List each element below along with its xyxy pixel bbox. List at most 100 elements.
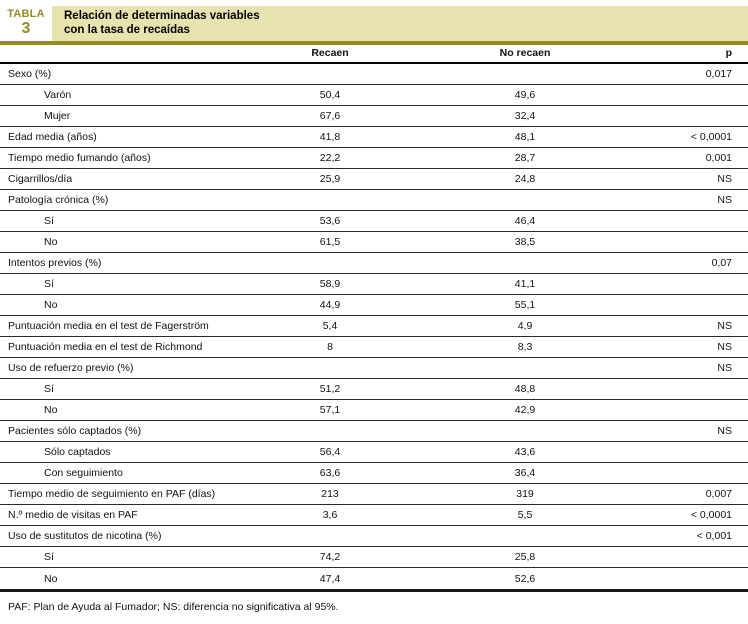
cell-label: Tiempo medio de seguimiento en PAF (días…	[8, 488, 216, 500]
table-row: Sí 53,6 46,4	[0, 211, 748, 232]
table-row: Sí 51,2 48,8	[0, 379, 748, 400]
table-row: Puntuación media en el test de Fagerströ…	[0, 316, 748, 337]
cell-label: Cigarrillos/día	[8, 173, 73, 185]
cell-no-recaen: 28,7	[514, 152, 536, 164]
cell-no-recaen: 55,1	[514, 299, 536, 311]
table-row: Patología crónica (%) NS	[0, 190, 748, 211]
cell-p: < 0,0001	[690, 131, 732, 143]
cell-no-recaen: 4,9	[517, 320, 533, 332]
table-row: Sexo (%) 0,017	[0, 64, 748, 85]
paper-table-page: TABLA 3 Relación de determinadas variabl…	[0, 6, 748, 624]
table-row: No 57,1 42,9	[0, 400, 748, 421]
table-number-badge: TABLA 3	[0, 6, 52, 41]
column-header-label	[0, 59, 230, 62]
cell-recaen: 74,2	[319, 551, 341, 563]
cell-label: Uso de refuerzo previo (%)	[8, 362, 134, 374]
cell-label: N.º medio de visitas en PAF	[8, 509, 138, 521]
cell-no-recaen: 319	[516, 488, 534, 500]
table-row: Sí 74,2 25,8	[0, 547, 748, 568]
cell-no-recaen: 41,1	[514, 278, 536, 290]
table-row: Tiempo medio fumando (años) 22,2 28,7 0,001	[0, 148, 748, 169]
cell-no-recaen: 43,6	[514, 446, 536, 458]
table-row: Puntuación media en el test de Richmond 8…	[0, 337, 748, 358]
cell-p: 0,001	[705, 152, 732, 164]
cell-label: Puntuación media en el test de Richmond	[8, 341, 203, 353]
cell-recaen: 41,8	[319, 131, 341, 143]
cell-label: Sí	[44, 278, 54, 290]
cell-recaen: 25,9	[319, 173, 341, 185]
cell-no-recaen: 48,1	[514, 131, 536, 143]
cell-p: < 0,001	[696, 530, 732, 542]
cell-label: Tiempo medio fumando (años)	[8, 152, 151, 164]
cell-p: NS	[717, 341, 732, 353]
cell-p: NS	[717, 362, 732, 374]
cell-no-recaen: 36,4	[514, 467, 536, 479]
table-title-band: Relación de determinadas variables con l…	[52, 6, 748, 41]
cell-recaen: 44,9	[319, 299, 341, 311]
table-row: No 44,9 55,1	[0, 295, 748, 316]
table-row: Uso de sustitutos de nicotina (%) < 0,001	[0, 526, 748, 547]
cell-recaen: 67,6	[319, 110, 341, 122]
table-footnote: PAF: Plan de Ayuda al Fumador; NS: difer…	[8, 601, 339, 613]
table-bottom-rule	[0, 589, 748, 592]
table-body: Sexo (%) 0,017 Varón 50,4 49,6 Mujer 67,6 32,4 E…	[0, 64, 748, 589]
cell-label: Sí	[44, 215, 54, 227]
header-divider-rule	[0, 41, 748, 45]
table-badge-word: TABLA	[7, 8, 45, 20]
cell-p: NS	[717, 425, 732, 437]
cell-no-recaen: 48,8	[514, 383, 536, 395]
table-row: Sólo captados 56,4 43,6	[0, 442, 748, 463]
cell-label: No	[44, 572, 58, 585]
cell-label: Pacientes sólo captados (%)	[8, 425, 142, 437]
cell-p: 0,07	[711, 257, 732, 269]
cell-no-recaen: 49,6	[514, 89, 536, 101]
cell-no-recaen: 42,9	[514, 404, 536, 416]
cell-no-recaen: 32,4	[514, 110, 536, 122]
column-header-recaen: Recaen	[311, 47, 349, 59]
cell-no-recaen: 38,5	[514, 236, 536, 248]
table-row: Varón 50,4 49,6	[0, 85, 748, 106]
table-row: Edad media (años) 41,8 48,1 < 0,0001	[0, 127, 748, 148]
cell-label: Uso de sustitutos de nicotina (%)	[8, 530, 162, 542]
column-header-p: p	[725, 47, 732, 59]
cell-label: Intentos previos (%)	[8, 257, 102, 269]
cell-no-recaen: 52,6	[514, 572, 536, 585]
cell-no-recaen: 5,5	[517, 509, 533, 521]
table-row: Cigarrillos/día 25,9 24,8 NS	[0, 169, 748, 190]
cell-recaen: 51,2	[319, 383, 341, 395]
cell-label: No	[44, 236, 58, 248]
cell-label: Patología crónica (%)	[8, 194, 109, 206]
cell-recaen: 61,5	[319, 236, 341, 248]
table-badge-number: 3	[21, 20, 31, 37]
cell-label: Sí	[44, 551, 54, 563]
cell-recaen: 53,6	[319, 215, 341, 227]
cell-no-recaen: 8,3	[517, 341, 533, 353]
cell-no-recaen: 46,4	[514, 215, 536, 227]
cell-label: Edad media (años)	[8, 131, 97, 143]
cell-label: Con seguimiento	[44, 467, 123, 479]
cell-label: Sexo (%)	[8, 68, 52, 80]
cell-recaen: 57,1	[319, 404, 341, 416]
cell-label: Varón	[44, 89, 72, 101]
column-header-no-recaen: No recaen	[499, 47, 551, 59]
table-row: Pacientes sólo captados (%) NS	[0, 421, 748, 442]
cell-p: NS	[717, 194, 732, 206]
cell-recaen: 63,6	[319, 467, 341, 479]
table-row: Mujer 67,6 32,4	[0, 106, 748, 127]
table-header: TABLA 3 Relación de determinadas variabl…	[0, 6, 748, 41]
cell-label: Puntuación media en el test de Fagerströ…	[8, 320, 209, 332]
cell-label: No	[44, 404, 58, 416]
table-row: Con seguimiento 63,6 36,4	[0, 463, 748, 484]
cell-label: No	[44, 299, 58, 311]
cell-no-recaen: 24,8	[514, 173, 536, 185]
cell-recaen: 5,4	[322, 320, 338, 332]
cell-p: < 0,0001	[690, 509, 732, 521]
table-title-line2: con la tasa de recaídas	[64, 23, 190, 36]
cell-recaen: 58,9	[319, 278, 341, 290]
cell-recaen: 47,4	[319, 572, 341, 585]
column-header-row: Recaen No recaen p	[0, 45, 748, 64]
cell-p: NS	[717, 320, 732, 332]
cell-recaen: 213	[321, 488, 339, 500]
cell-no-recaen: 25,8	[514, 551, 536, 563]
cell-p: NS	[717, 173, 732, 185]
